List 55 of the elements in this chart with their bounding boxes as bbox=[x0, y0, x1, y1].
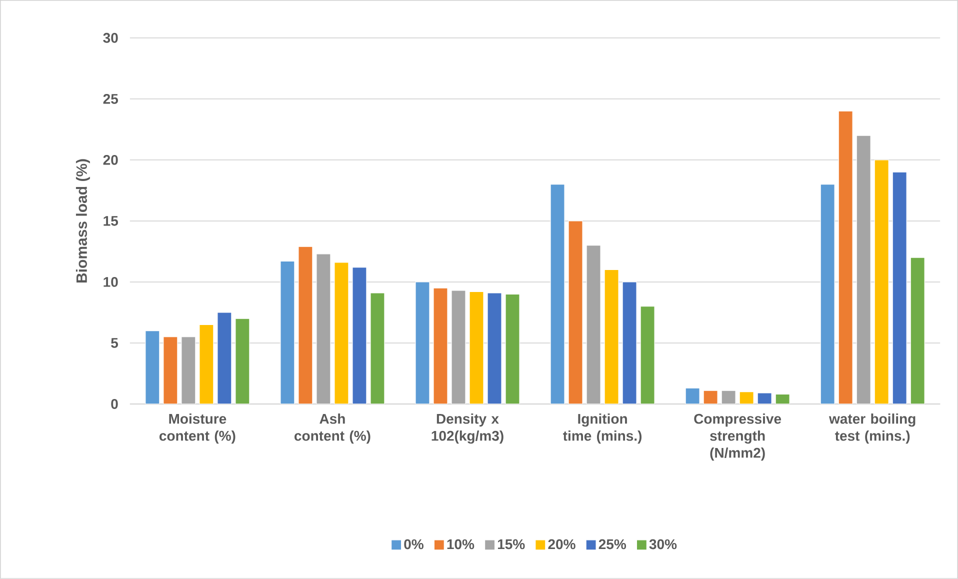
bar bbox=[910, 257, 925, 404]
bar bbox=[703, 390, 718, 404]
y-tick-label: 20 bbox=[103, 155, 118, 165]
bar bbox=[451, 290, 466, 404]
bar bbox=[586, 245, 601, 404]
bar bbox=[874, 160, 889, 404]
bar bbox=[280, 260, 295, 404]
bar bbox=[838, 110, 853, 404]
bar bbox=[145, 330, 160, 404]
bar bbox=[298, 246, 313, 404]
y-tick-label: 5 bbox=[111, 338, 118, 348]
bar bbox=[352, 267, 367, 404]
legend-label: 0% bbox=[404, 539, 424, 550]
x-tick-label: Moisture content (%) bbox=[159, 414, 236, 444]
y-axis-title: Biomass load (%) bbox=[76, 159, 90, 282]
bar bbox=[622, 282, 637, 404]
x-tick-label: Ash content (%) bbox=[294, 414, 370, 444]
bar bbox=[604, 269, 619, 404]
legend-label: 20% bbox=[548, 539, 576, 550]
bar bbox=[316, 254, 331, 404]
bar bbox=[334, 262, 349, 404]
bar bbox=[820, 184, 835, 404]
legend-label: 15% bbox=[498, 539, 525, 550]
x-tick-label: Compressive strength (N/mm2) bbox=[694, 414, 782, 461]
bar bbox=[433, 288, 448, 404]
bar bbox=[487, 292, 502, 404]
bar bbox=[721, 390, 736, 404]
bar bbox=[739, 392, 754, 404]
y-tick-label: 25 bbox=[103, 94, 118, 104]
y-tick-label: 15 bbox=[104, 216, 118, 226]
bar bbox=[568, 220, 583, 404]
bar bbox=[415, 282, 430, 404]
bar bbox=[640, 306, 655, 404]
y-tick-label: 30 bbox=[103, 32, 118, 43]
x-tick-label: Density x 102(kg/m3) bbox=[432, 414, 504, 444]
bar bbox=[469, 291, 484, 404]
bar bbox=[181, 336, 196, 404]
bar bbox=[505, 294, 520, 404]
bar bbox=[199, 324, 214, 404]
bar bbox=[685, 388, 700, 404]
bar bbox=[856, 135, 871, 404]
legend-label: 10% bbox=[447, 539, 474, 550]
bar bbox=[163, 336, 178, 404]
legend-label: 30% bbox=[649, 539, 677, 550]
y-tick-label: 0 bbox=[111, 399, 118, 409]
bar bbox=[217, 312, 232, 404]
bar bbox=[892, 172, 907, 404]
bar bbox=[370, 292, 385, 404]
legend-label: 25% bbox=[598, 539, 626, 550]
bar bbox=[235, 318, 250, 404]
bar bbox=[550, 184, 565, 404]
x-tick-label: Ignition time (mins.) bbox=[563, 414, 642, 444]
bar bbox=[757, 392, 772, 404]
x-tick-label: water boiling test (mins.) bbox=[828, 414, 916, 444]
y-tick-label: 10 bbox=[104, 277, 118, 287]
